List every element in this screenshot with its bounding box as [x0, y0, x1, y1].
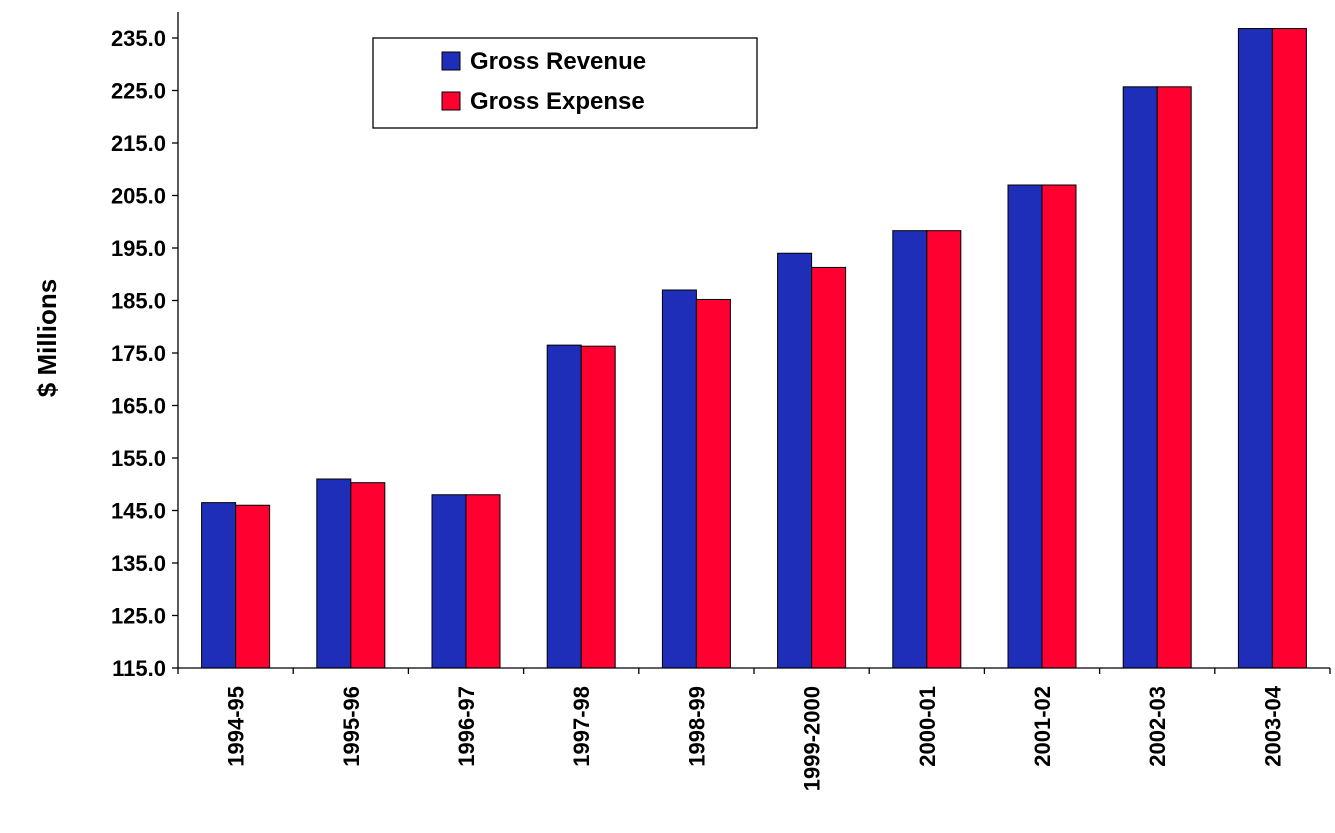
x-category-label: 2000-01	[915, 686, 940, 767]
bar-gross-revenue	[1007, 184, 1043, 669]
x-category-label: 1997-98	[569, 686, 594, 767]
x-category-label: 1996-97	[454, 686, 479, 767]
legend-swatch	[441, 51, 461, 71]
y-axis-title: $ Millions	[32, 279, 62, 397]
x-category-label: 1995-96	[339, 686, 364, 767]
bar-gross-revenue	[661, 289, 697, 669]
y-tick-label: 135.0	[111, 551, 166, 576]
y-ticks-group: 115.0 125.0 135.0 145.0 155.0 165.0 175.0 185.0…	[111, 26, 178, 681]
bar-gross-expense	[465, 494, 501, 669]
bar-gross-revenue	[777, 252, 813, 669]
bars-group	[201, 28, 1307, 669]
bar-gross-expense	[926, 230, 962, 669]
bar-gross-expense	[235, 504, 271, 669]
y-tick-label: 115.0	[112, 656, 166, 681]
x-category-label: 1994-95	[224, 686, 249, 767]
x-category-label: 1999-2000	[800, 686, 825, 791]
x-category-label: 2001-02	[1030, 686, 1055, 767]
legend-label: Gross Revenue	[470, 48, 646, 75]
x-categories-group: 1994-95 1995-96 1996-97 1997-98 1998-99 1999-…	[177, 668, 1331, 791]
y-tick-label: 235.0	[111, 26, 166, 51]
bar-gross-expense	[350, 482, 386, 669]
bar-gross-expense	[1156, 86, 1192, 669]
y-tick-label: 215.0	[111, 131, 166, 156]
y-tick-label: 125.0	[111, 604, 166, 629]
bar-gross-revenue	[316, 478, 352, 669]
bar-gross-revenue	[201, 502, 237, 669]
bar-gross-expense	[1271, 28, 1307, 669]
x-category-label: 2003-04	[1260, 685, 1285, 767]
legend: Gross Revenue Gross Expense	[372, 37, 758, 129]
y-tick-label: 145.0	[111, 499, 166, 524]
y-tick-label: 175.0	[111, 341, 166, 366]
y-tick-label: 205.0	[111, 184, 166, 209]
y-tick-label: 155.0	[111, 446, 166, 471]
bar-gross-expense	[695, 298, 731, 669]
bar-gross-revenue	[892, 230, 928, 669]
x-category-label: 2002-03	[1145, 686, 1170, 767]
legend-box	[372, 37, 758, 129]
y-tick-label: 225.0	[111, 79, 166, 104]
bar-gross-revenue	[1122, 86, 1158, 669]
x-category-label: 1998-99	[684, 686, 709, 767]
bar-gross-expense	[811, 266, 847, 669]
legend-swatch	[441, 91, 461, 111]
legend-label: Gross Expense	[470, 88, 645, 115]
y-tick-label: 195.0	[111, 236, 166, 261]
bar-gross-expense	[580, 345, 616, 669]
bar-gross-revenue	[546, 344, 582, 669]
bar-gross-revenue	[1237, 28, 1273, 669]
bar-gross-expense	[1041, 184, 1077, 669]
bar-gross-revenue	[431, 494, 467, 669]
y-tick-label: 185.0	[111, 289, 166, 314]
y-tick-label: 165.0	[111, 394, 166, 419]
